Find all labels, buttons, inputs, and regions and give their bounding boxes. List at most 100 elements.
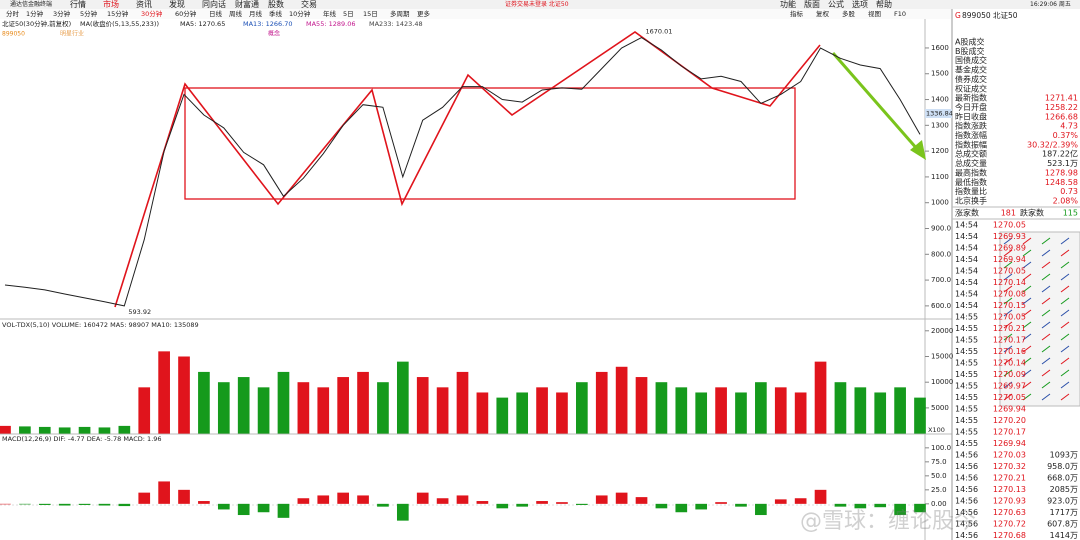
trade-volume: 2085万	[1050, 485, 1078, 494]
tool-button[interactable]: F10	[894, 10, 906, 18]
tool-button[interactable]: 指标	[790, 9, 804, 18]
quote-label: 今日开盘	[955, 102, 987, 112]
bar	[58, 503, 71, 506]
bar	[377, 382, 389, 434]
bar	[138, 387, 151, 434]
bar	[894, 503, 906, 516]
tool-button[interactable]: 多股	[842, 9, 856, 18]
bar	[774, 499, 787, 504]
trade-price: 1270.14	[993, 359, 1026, 368]
tool-icon	[1022, 309, 1032, 317]
menu-bar	[0, 0, 1080, 9]
period-tab[interactable]: 10分钟	[289, 9, 311, 18]
bar	[337, 377, 349, 434]
bar	[118, 425, 131, 434]
tool-icon	[1041, 321, 1051, 329]
tool-icon	[1003, 261, 1013, 269]
bar	[735, 392, 747, 434]
bar	[715, 387, 727, 434]
period-tab[interactable]: 15日	[363, 10, 378, 18]
tool-icon	[1022, 393, 1032, 401]
period-tab[interactable]: 30分钟	[141, 9, 163, 18]
quote-value: 2.08%	[1053, 196, 1079, 205]
bar	[377, 503, 389, 507]
bar	[854, 503, 867, 509]
panel-title: VOL-TDX(5,10) VOLUME: 160472 MA5: 98907 …	[2, 321, 199, 329]
trade-price: 1270.13	[993, 485, 1026, 494]
tool-icon	[1060, 297, 1070, 305]
menu-item[interactable]: 交易	[301, 0, 317, 9]
trade-time: 14:56	[955, 462, 978, 471]
bar	[496, 503, 509, 509]
period-tab[interactable]: 周线	[229, 9, 243, 18]
period-tab[interactable]: 分时	[6, 9, 20, 18]
trade-time: 14:55	[955, 370, 978, 379]
menu-item[interactable]: 功能	[780, 0, 796, 9]
tool-icon	[1003, 321, 1013, 329]
quote-label: 总成交量	[955, 158, 987, 168]
y-tick-label: 1600	[931, 44, 949, 52]
period-tab[interactable]: 多周期	[390, 9, 410, 18]
tool-icon	[1060, 321, 1070, 329]
y-tick-label: 700.0	[931, 276, 951, 284]
period-tab[interactable]: 1分钟	[26, 9, 44, 18]
period-tab[interactable]: 15分钟	[107, 9, 129, 18]
menu-item[interactable]: 同向话	[202, 0, 226, 9]
y-tick-label: 10000	[931, 378, 953, 386]
tool-button[interactable]: 视图	[868, 9, 881, 18]
period-tab[interactable]: 日线	[209, 9, 223, 18]
tool-icon	[1022, 285, 1032, 293]
y-tick-label: 1300	[931, 121, 949, 129]
bar	[317, 387, 330, 434]
bar	[755, 503, 767, 516]
menu-item[interactable]: 市场	[103, 0, 119, 9]
trade-time: 14:54	[955, 267, 978, 276]
quote-value: 187.22亿	[1042, 149, 1078, 159]
bar	[496, 397, 509, 434]
period-tab[interactable]: 60分钟	[175, 9, 197, 18]
tool-icon	[1060, 249, 1070, 257]
quote-label: A股成交	[955, 37, 984, 47]
period-tab[interactable]: 5日	[343, 10, 354, 18]
tool-button[interactable]: 复权	[816, 9, 830, 18]
menu-item[interactable]: 发现	[169, 0, 185, 9]
trade-price: 1269.89	[993, 244, 1026, 253]
period-tab[interactable]: 3分钟	[53, 9, 71, 18]
tool-icon	[1003, 345, 1013, 353]
period-tab[interactable]: 更多	[417, 9, 431, 18]
tool-icon	[1060, 345, 1070, 353]
menu-item[interactable]: 股数	[268, 0, 284, 9]
trade-price: 1270.08	[993, 290, 1026, 299]
tool-icon	[1022, 297, 1032, 305]
bar	[536, 387, 548, 434]
y-tick-label: 1100	[931, 173, 949, 181]
trade-time: 14:55	[955, 347, 978, 356]
draw-tools	[1003, 237, 1070, 401]
trade-time: 14:54	[955, 221, 978, 230]
menu-item[interactable]: 行情	[70, 0, 86, 9]
menu-item[interactable]: 帮助	[876, 0, 892, 9]
up-label: 涨家数	[955, 208, 979, 218]
menu-item[interactable]: 公式	[828, 0, 844, 9]
menu-item[interactable]: 版面	[804, 0, 820, 9]
menu-item[interactable]: 选项	[852, 0, 868, 9]
tool-icon	[1041, 309, 1051, 317]
period-tab[interactable]: 年线	[323, 9, 337, 18]
trade-price: 1270.05	[993, 393, 1026, 402]
period-tab[interactable]: 月线	[249, 9, 263, 18]
tool-icon	[1003, 333, 1013, 341]
draw-toolbar[interactable]	[999, 231, 1080, 407]
tool-icon	[1022, 369, 1032, 377]
menu-item[interactable]: 财富通	[235, 0, 259, 9]
bar	[615, 366, 628, 434]
period-tab[interactable]: 5分钟	[80, 9, 98, 18]
bar	[436, 498, 449, 504]
y-tick-label: 1000	[931, 199, 949, 207]
menu-item[interactable]: 资讯	[136, 0, 152, 9]
period-tab[interactable]: 季线	[269, 9, 283, 18]
ma-label: MA55: 1289.06	[306, 20, 355, 28]
trade-price: 1270.05	[993, 313, 1026, 322]
bar	[277, 503, 290, 518]
trade-price: 1269.93	[993, 232, 1026, 241]
clock: 16:29:06 周五	[1030, 1, 1071, 8]
